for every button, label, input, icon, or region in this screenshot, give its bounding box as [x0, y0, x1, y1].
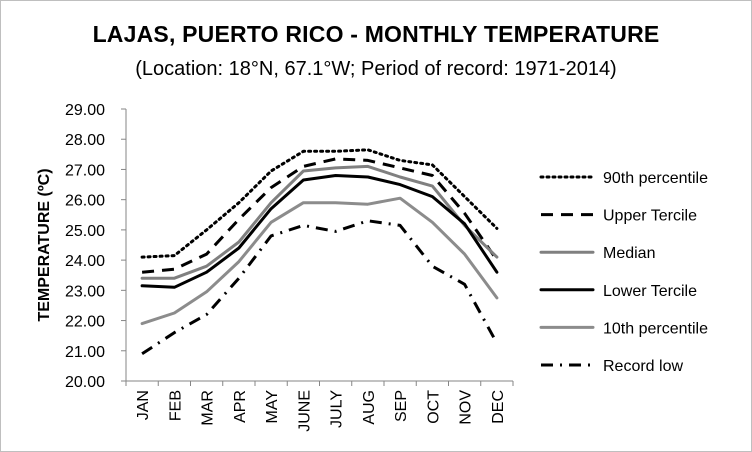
- x-tick-label: DEC: [490, 390, 507, 424]
- y-tick-label: 20.00: [65, 374, 105, 391]
- chart-subtitle: (Location: 18°N, 67.1°W; Period of recor…: [135, 58, 617, 80]
- chart-title: LAJAS, PUERTO RICO - MONTHLY TEMPERATURE: [92, 21, 660, 47]
- x-tick-label: OCT: [425, 390, 442, 424]
- x-tick-label: JAN: [135, 390, 152, 420]
- series-line-lower-tercile: [140, 174, 499, 289]
- series-line-upper-tercile: [141, 157, 499, 274]
- y-tick-label: 26.00: [65, 193, 105, 210]
- x-tick-label: SEP: [393, 390, 410, 422]
- x-tick-label: APR: [232, 390, 249, 423]
- y-tick-label: 27.00: [65, 162, 105, 179]
- legend-label: 10th percentile: [603, 320, 708, 337]
- series-line-record-low: [141, 219, 499, 356]
- series-line-median: [140, 164, 499, 280]
- x-tick-label: MAY: [264, 390, 281, 424]
- legend-label: Lower Tercile: [603, 283, 697, 300]
- x-tick-label: FEB: [167, 390, 184, 421]
- y-tick-label: 24.00: [65, 253, 105, 270]
- y-tick-label: 29.00: [65, 102, 105, 119]
- y-tick-label: 28.00: [65, 132, 105, 149]
- x-tick-label: NOV: [458, 390, 475, 425]
- legend-label: Record low: [603, 358, 683, 375]
- y-tick-label: 23.00: [65, 283, 105, 300]
- x-tick-label: AUG: [361, 390, 378, 425]
- legend-label: 90th percentile: [603, 170, 708, 187]
- y-tick-label: 25.00: [65, 223, 105, 240]
- x-tick-label: JULY: [329, 390, 346, 428]
- x-tick-label: MAR: [200, 390, 217, 426]
- y-tick-label: 21.00: [65, 344, 105, 361]
- series-line-90th-percentile: [140, 148, 499, 259]
- legend-label: Median: [603, 245, 655, 262]
- y-axis-label: TEMPERATURE (ºC): [36, 168, 53, 321]
- x-tick-label: JUNE: [296, 390, 313, 432]
- y-tick-label: 22.00: [65, 314, 105, 331]
- series-line-10th-percentile: [140, 196, 499, 326]
- legend-label: Upper Tercile: [603, 208, 697, 225]
